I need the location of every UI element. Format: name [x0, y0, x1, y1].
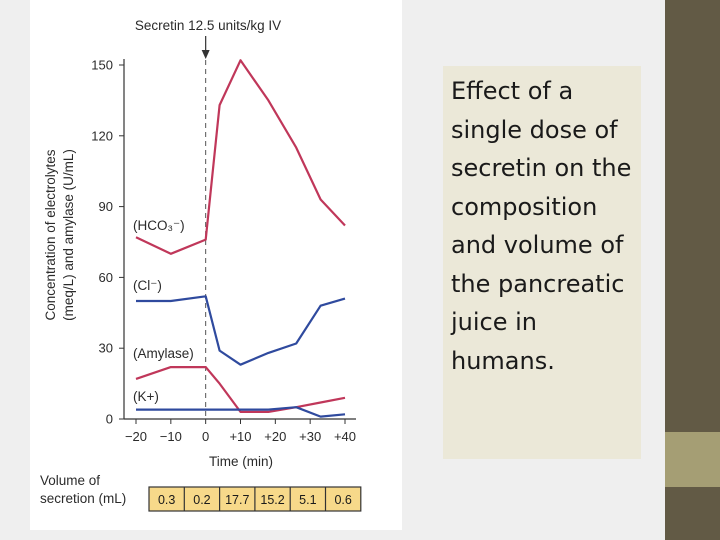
series-line-k — [136, 406, 346, 418]
volume-label-line2: secretion (mL) — [40, 491, 126, 506]
series-line-hco — [135, 59, 346, 255]
volume-cell-value: 0.3 — [158, 493, 175, 507]
caption-box: Effect of a single dose of secretin on t… — [443, 66, 641, 459]
x-tick-label: −20 — [125, 429, 147, 444]
x-tick-label: +40 — [334, 429, 356, 444]
y-tick-label: 60 — [99, 270, 113, 285]
y-tick-label: 150 — [91, 58, 113, 73]
volume-cell-value: 5.1 — [299, 493, 316, 507]
series-label: (HCO₃⁻) — [133, 218, 185, 233]
figure-panel — [30, 0, 402, 530]
y-tick-label: 120 — [91, 128, 113, 143]
volume-cell-value: 0.2 — [193, 493, 210, 507]
series-label: (K+) — [133, 389, 159, 404]
volume-label-line1: Volume of — [40, 473, 100, 488]
volume-cell-value: 0.6 — [334, 493, 351, 507]
series-line-amylase — [135, 366, 346, 413]
volume-cell-value: 17.7 — [225, 493, 249, 507]
series-line-cl — [136, 295, 346, 366]
x-tick-label: +10 — [229, 429, 251, 444]
x-tick-label: 0 — [202, 429, 209, 444]
series-label: (Amylase) — [133, 346, 194, 361]
x-tick-label: +30 — [299, 429, 321, 444]
injection-annotation: Secretin 12.5 units/kg IV — [135, 18, 281, 33]
x-tick-label: −10 — [160, 429, 182, 444]
caption-text: Effect of a single dose of secretin on t… — [451, 77, 632, 375]
injection-arrow-head — [201, 50, 210, 59]
x-axis-title: Time (min) — [209, 454, 273, 469]
x-tick-label: +20 — [264, 429, 286, 444]
y-tick-label: 30 — [99, 341, 113, 356]
y-axis-title-line2: (meq/L) and amylase (U/mL) — [61, 149, 76, 321]
y-tick-label: 90 — [99, 199, 113, 214]
series-label: (Cl⁻) — [133, 278, 162, 293]
volume-cell-value: 15.2 — [260, 493, 284, 507]
right-decor-accent — [665, 432, 720, 487]
y-axis-title-line1: Concentration of electrolytes — [43, 149, 58, 320]
y-tick-label: 0 — [106, 412, 113, 427]
